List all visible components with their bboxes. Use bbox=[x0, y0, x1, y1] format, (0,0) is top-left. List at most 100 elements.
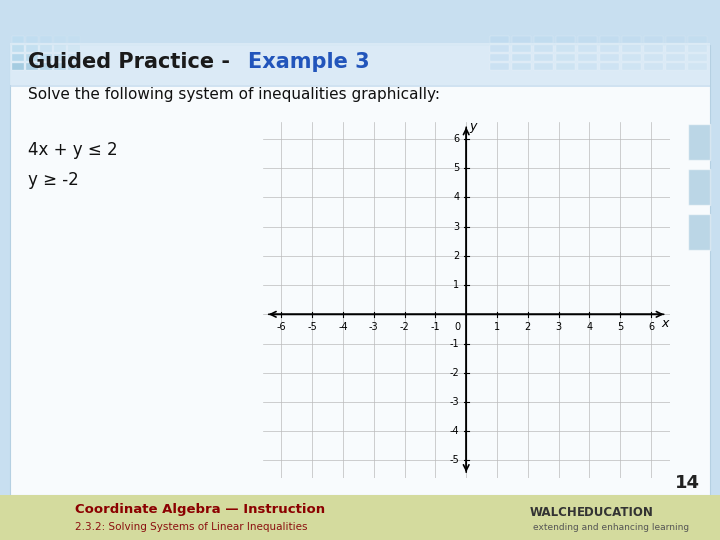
Bar bbox=[600, 36, 619, 43]
Text: 3: 3 bbox=[556, 322, 562, 333]
Bar bbox=[54, 45, 66, 52]
Bar bbox=[40, 63, 52, 70]
Bar bbox=[512, 54, 531, 61]
Bar bbox=[10, 43, 710, 85]
Bar bbox=[644, 63, 663, 70]
Bar bbox=[54, 36, 66, 43]
Text: -6: -6 bbox=[276, 322, 286, 333]
Bar bbox=[556, 45, 575, 52]
Bar bbox=[688, 214, 710, 250]
Text: -3: -3 bbox=[450, 397, 459, 407]
Bar bbox=[26, 45, 38, 52]
Text: -4: -4 bbox=[450, 426, 459, 436]
Text: 6: 6 bbox=[648, 322, 654, 333]
Bar bbox=[26, 54, 38, 61]
Bar bbox=[68, 45, 80, 52]
Text: -5: -5 bbox=[450, 455, 459, 465]
Bar bbox=[556, 36, 575, 43]
Text: 4: 4 bbox=[454, 192, 459, 202]
Bar bbox=[12, 63, 24, 70]
Bar bbox=[688, 45, 707, 52]
Bar bbox=[622, 63, 641, 70]
Text: -1: -1 bbox=[450, 339, 459, 348]
Bar bbox=[600, 45, 619, 52]
Text: -4: -4 bbox=[338, 322, 348, 333]
Bar bbox=[534, 36, 553, 43]
Bar bbox=[688, 36, 707, 43]
Bar bbox=[26, 63, 38, 70]
Bar bbox=[40, 36, 52, 43]
Bar bbox=[40, 45, 52, 52]
Bar bbox=[622, 36, 641, 43]
Text: EDUCATION: EDUCATION bbox=[577, 505, 654, 518]
Bar bbox=[578, 63, 597, 70]
Text: -2: -2 bbox=[450, 368, 459, 378]
Text: y: y bbox=[469, 120, 477, 133]
Bar bbox=[512, 45, 531, 52]
Bar bbox=[12, 36, 24, 43]
Text: -2: -2 bbox=[400, 322, 410, 333]
Bar bbox=[688, 169, 710, 205]
Bar bbox=[688, 124, 710, 160]
Text: Coordinate Algebra — Instruction: Coordinate Algebra — Instruction bbox=[75, 503, 325, 516]
Text: 4: 4 bbox=[586, 322, 593, 333]
Text: WALCH: WALCH bbox=[530, 505, 577, 518]
Text: extending and enhancing learning: extending and enhancing learning bbox=[533, 523, 689, 531]
Bar bbox=[600, 54, 619, 61]
Bar bbox=[578, 54, 597, 61]
Bar bbox=[688, 63, 707, 70]
Bar bbox=[666, 63, 685, 70]
Text: Example 3: Example 3 bbox=[248, 52, 369, 72]
Text: -1: -1 bbox=[431, 322, 440, 333]
Bar bbox=[556, 63, 575, 70]
Bar bbox=[666, 54, 685, 61]
Text: 1: 1 bbox=[454, 280, 459, 290]
Text: Solve the following system of inequalities graphically:: Solve the following system of inequaliti… bbox=[28, 87, 440, 103]
Text: 2: 2 bbox=[525, 322, 531, 333]
Bar bbox=[54, 63, 66, 70]
Bar bbox=[490, 63, 509, 70]
Bar bbox=[490, 54, 509, 61]
Bar bbox=[68, 36, 80, 43]
Bar bbox=[534, 54, 553, 61]
Bar bbox=[490, 45, 509, 52]
Text: 3: 3 bbox=[454, 221, 459, 232]
Text: 5: 5 bbox=[617, 322, 624, 333]
Text: y ≥ -2: y ≥ -2 bbox=[28, 171, 78, 189]
Text: 0: 0 bbox=[454, 322, 460, 333]
Bar bbox=[644, 54, 663, 61]
Text: x: x bbox=[661, 317, 669, 330]
Bar bbox=[666, 36, 685, 43]
Bar bbox=[68, 63, 80, 70]
Bar bbox=[666, 45, 685, 52]
Bar bbox=[490, 36, 509, 43]
Text: -5: -5 bbox=[307, 322, 317, 333]
Bar bbox=[644, 36, 663, 43]
Bar bbox=[600, 63, 619, 70]
Bar bbox=[622, 54, 641, 61]
Text: Guided Practice -: Guided Practice - bbox=[28, 52, 238, 72]
Bar bbox=[12, 54, 24, 61]
Bar bbox=[10, 45, 710, 495]
Text: -3: -3 bbox=[369, 322, 379, 333]
Bar bbox=[534, 45, 553, 52]
Bar bbox=[10, 85, 710, 87]
Text: 2: 2 bbox=[453, 251, 459, 261]
Text: 6: 6 bbox=[454, 134, 459, 144]
Bar bbox=[534, 63, 553, 70]
Bar bbox=[556, 54, 575, 61]
Bar bbox=[622, 45, 641, 52]
Bar bbox=[40, 54, 52, 61]
Text: 4x + y ≤ 2: 4x + y ≤ 2 bbox=[28, 141, 117, 159]
Text: 5: 5 bbox=[453, 163, 459, 173]
Bar bbox=[54, 54, 66, 61]
Text: 14: 14 bbox=[675, 474, 700, 492]
Bar bbox=[644, 45, 663, 52]
Bar bbox=[578, 36, 597, 43]
Bar bbox=[688, 54, 707, 61]
Text: 1: 1 bbox=[494, 322, 500, 333]
Bar bbox=[512, 36, 531, 43]
Bar bbox=[12, 45, 24, 52]
Bar bbox=[512, 63, 531, 70]
Text: 2.3.2: Solving Systems of Linear Inequalities: 2.3.2: Solving Systems of Linear Inequal… bbox=[75, 522, 307, 532]
